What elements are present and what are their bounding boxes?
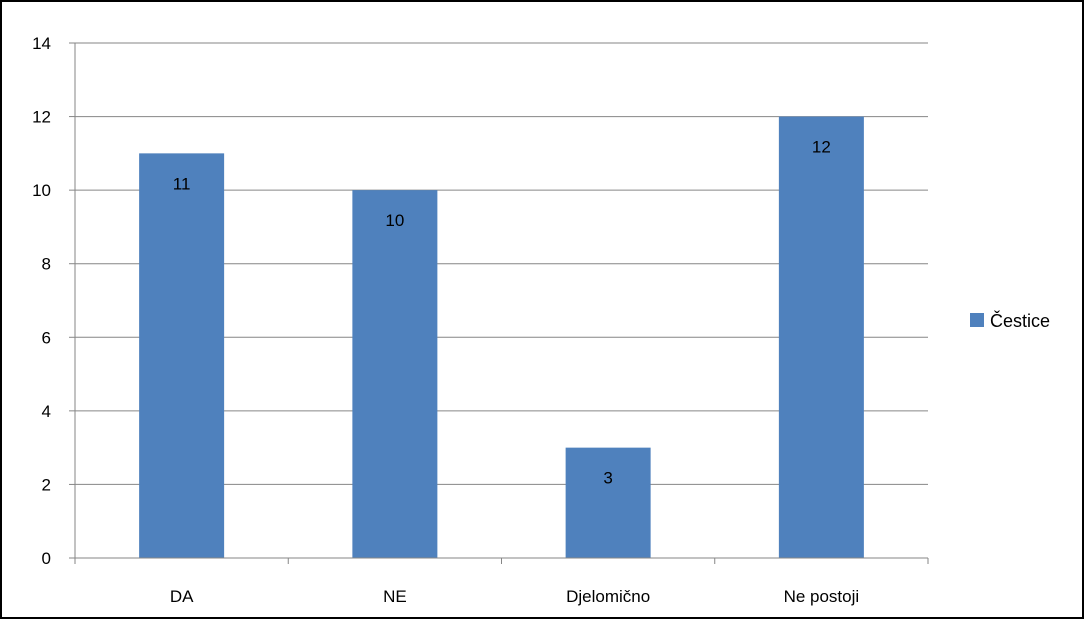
y-tick-label: 2 <box>42 475 51 494</box>
legend-label: Čestice <box>990 310 1050 331</box>
bar <box>565 447 651 558</box>
x-tick-label: NE <box>383 587 407 606</box>
x-tick-label: DA <box>170 587 194 606</box>
legend-swatch <box>970 313 984 327</box>
axes <box>69 42 929 564</box>
y-tick-label: 12 <box>32 108 51 127</box>
data-label: 12 <box>812 138 831 157</box>
y-tick-label: 8 <box>42 255 51 274</box>
bar <box>139 153 225 558</box>
labels: 0 2 4 6 8 10 12 14 11 10 3 12 DA NE Djelomično Ne posto… <box>32 34 859 606</box>
bars <box>139 116 864 559</box>
x-tick-label: Ne postoji <box>784 587 860 606</box>
x-tick-label: Djelomično <box>566 587 650 606</box>
data-label: 3 <box>603 469 612 488</box>
y-tick-label: 6 <box>42 328 51 347</box>
data-label: 11 <box>173 174 191 193</box>
y-tick-label: 10 <box>32 181 51 200</box>
data-label: 10 <box>385 211 404 230</box>
bar <box>778 116 864 559</box>
legend: Čestice <box>970 310 1050 331</box>
bar <box>352 190 438 558</box>
y-tick-label: 0 <box>42 549 51 568</box>
y-tick-label: 14 <box>32 34 51 53</box>
y-tick-label: 4 <box>42 402 51 421</box>
